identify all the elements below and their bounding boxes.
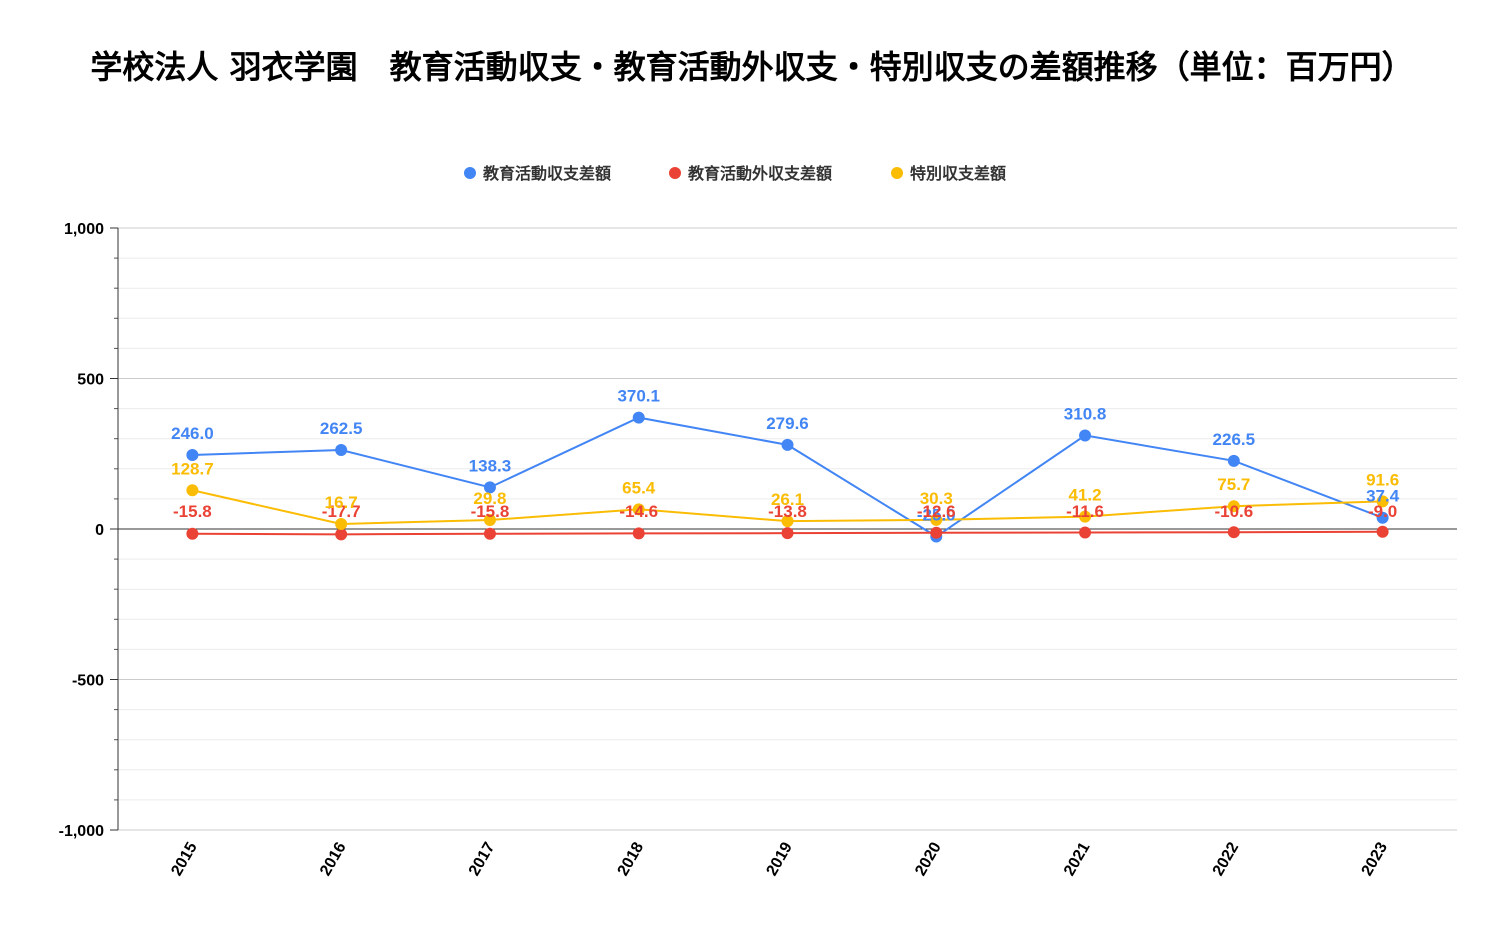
data-label: -15.8 [173, 502, 212, 521]
data-point [781, 438, 794, 451]
data-label: 128.7 [171, 459, 214, 478]
data-label: 29.8 [473, 489, 506, 508]
data-label: -11.6 [1066, 502, 1104, 521]
data-label: -13.8 [768, 502, 807, 521]
y-tick-label: 0 [95, 522, 104, 539]
data-point [632, 527, 645, 540]
data-label: 226.5 [1213, 430, 1256, 449]
data-point [1376, 495, 1389, 508]
y-tick-label: 1,000 [64, 221, 104, 238]
x-tick-label: 2016 [317, 839, 350, 878]
legend-marker [669, 167, 681, 179]
data-label: -10.6 [1214, 502, 1253, 521]
data-point [632, 503, 645, 516]
data-point [1079, 510, 1092, 523]
data-label: -17.7 [322, 502, 361, 521]
data-label: -14.6 [619, 502, 658, 521]
legend-label: 特別収支差額 [910, 164, 1006, 183]
legend-marker [464, 167, 476, 179]
data-point [1227, 454, 1240, 467]
x-tick-label: 2015 [168, 839, 201, 878]
data-point [1376, 511, 1389, 524]
data-label: 262.5 [320, 419, 363, 438]
data-point [781, 527, 794, 540]
data-label: 279.6 [766, 414, 809, 433]
data-point [335, 528, 348, 541]
data-point [930, 513, 943, 526]
data-label: 138.3 [469, 456, 512, 475]
data-point [1079, 526, 1092, 539]
data-point [186, 527, 199, 540]
x-tick-label: 2017 [466, 839, 499, 878]
data-label: -9.0 [1368, 502, 1397, 521]
data-point [483, 514, 496, 527]
x-tick-label: 2019 [763, 839, 796, 878]
data-point [1227, 500, 1240, 513]
x-tick-label: 2023 [1359, 839, 1392, 878]
data-label: -15.8 [471, 502, 510, 521]
data-label: 65.4 [622, 478, 656, 497]
x-tick-label: 2022 [1210, 839, 1243, 878]
chart-title: 学校法人 羽衣学園 教育活動収支・教育活動外収支・特別収支の差額推移（単位：百万… [90, 48, 1414, 86]
data-point [781, 515, 794, 528]
data-point [335, 517, 348, 530]
data-point [1227, 526, 1240, 539]
x-tick-label: 2018 [615, 839, 648, 878]
data-label: -25.0 [917, 506, 956, 525]
data-point [186, 448, 199, 461]
legend-label: 教育活動外収支差額 [688, 164, 832, 183]
data-point [930, 526, 943, 539]
data-point [186, 484, 199, 497]
data-point [335, 443, 348, 456]
y-tick-label: 500 [77, 372, 104, 389]
data-point [483, 527, 496, 540]
data-label: 91.6 [1366, 470, 1399, 489]
data-label: 370.1 [617, 387, 660, 406]
legend-label: 教育活動収支差額 [483, 164, 611, 183]
data-point [632, 411, 645, 424]
data-point [483, 481, 496, 494]
data-label: 16.7 [325, 493, 358, 512]
x-tick-label: 2020 [912, 839, 945, 878]
x-tick-label: 2021 [1061, 839, 1094, 878]
data-label: 75.7 [1217, 475, 1250, 494]
data-label: 37.4 [1366, 487, 1400, 506]
y-tick-label: -500 [72, 673, 104, 690]
data-label: 41.2 [1069, 486, 1102, 505]
data-point [1376, 525, 1389, 538]
y-tick-label: -1,000 [59, 823, 104, 840]
data-label: -12.6 [917, 502, 956, 521]
legend-marker [891, 167, 903, 179]
data-label: 310.8 [1064, 404, 1107, 423]
data-label: 30.3 [920, 489, 953, 508]
data-label: 246.0 [171, 424, 214, 443]
data-label: 26.1 [771, 490, 804, 509]
data-point [1079, 429, 1092, 442]
